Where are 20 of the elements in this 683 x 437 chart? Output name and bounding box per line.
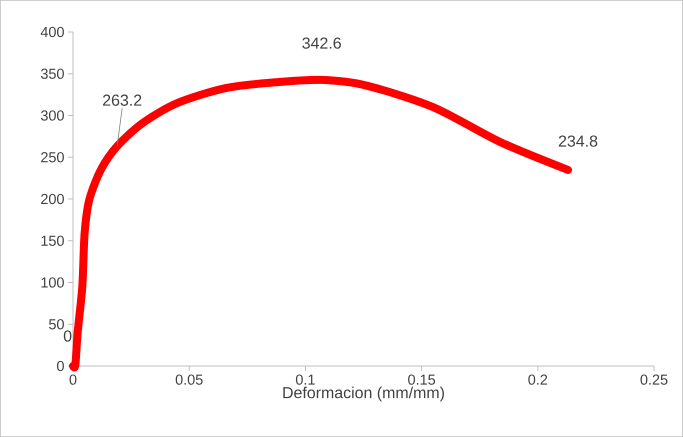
- x-tick-label: 0.25: [640, 374, 668, 385]
- annotation: 342.6: [302, 37, 341, 49]
- y-tick-label: 200: [41, 194, 64, 204]
- y-tick-label: 250: [41, 152, 64, 162]
- x-tick-label: 0: [70, 374, 76, 385]
- x-tick-label: 0.2: [528, 374, 548, 385]
- annotation: 0: [64, 330, 72, 342]
- y-tick-label: 350: [40, 68, 64, 79]
- y-tick-label: 100: [41, 277, 64, 288]
- annotation: 234.8: [558, 135, 598, 147]
- y-tick-label: 300: [40, 110, 64, 121]
- x-tick-label: 0.05: [176, 374, 203, 385]
- y-tick-label: 400: [40, 26, 64, 38]
- annotation: 263.2: [103, 94, 142, 106]
- y-tick-label: 150: [41, 236, 64, 246]
- x-tick-label: 0.15: [408, 374, 436, 385]
- y-tick-label: 50: [48, 319, 64, 330]
- x-tick-label: 0.1: [296, 374, 315, 385]
- y-tick-label: 0: [57, 360, 64, 372]
- x-axis-title: Deformacion (mm/mm): [283, 386, 444, 402]
